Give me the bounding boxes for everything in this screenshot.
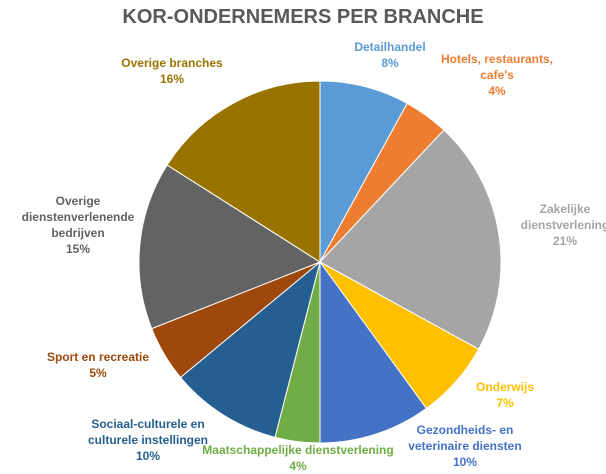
category-label: Hotels, restaurants, cafe's <box>440 52 554 82</box>
value-label: 10% <box>452 455 478 469</box>
pie-slice <box>319 129 502 350</box>
value-label: 4% <box>289 459 307 473</box>
category-label: Onderwijs <box>475 380 534 394</box>
slice-label: Sociaal-culturele en culturele instellin… <box>78 416 218 464</box>
category-label: Sociaal-culturele en culturele instellin… <box>87 417 209 447</box>
category-label: Sport en recreatie <box>46 350 150 364</box>
slice-label: Zakelijke dienstverlening 21% <box>510 201 606 249</box>
value-label: 15% <box>65 242 91 256</box>
slice-label: Onderwijs 7% <box>465 379 545 411</box>
slice-label: Gezondheids- en veterinaire diensten 10% <box>395 422 535 470</box>
pie-slice <box>166 80 321 263</box>
pie-slice <box>138 164 322 330</box>
value-label: 7% <box>496 396 514 410</box>
slice-label: Overige branches 16% <box>102 55 242 87</box>
category-label: Overige branches <box>121 56 223 70</box>
value-label: 10% <box>135 449 161 463</box>
pie-slice <box>179 260 321 438</box>
slice-label: Maatschappelijke dienstverlening 4% <box>168 442 428 474</box>
category-label: Overige dienstenverlenende bedrijven <box>21 194 135 240</box>
pie-slice <box>319 260 428 444</box>
value-label: 5% <box>89 366 107 380</box>
slice-label: Overige dienstenverlenende bedrijven 15% <box>3 193 153 257</box>
category-label: Zakelijke dienstverlening <box>520 202 606 232</box>
value-label: 21% <box>552 234 578 248</box>
pie-slice <box>319 80 408 263</box>
category-label: Maatschappelijke dienstverlening <box>202 443 394 457</box>
slice-label: Hotels, restaurants, cafe's 4% <box>427 51 567 99</box>
slice-label: Detailhandel 8% <box>330 39 450 71</box>
value-label: 16% <box>159 72 185 86</box>
category-label: Detailhandel <box>354 40 426 54</box>
chart-title: KOR-ONDERNEMERS PER BRANCHE <box>122 6 484 28</box>
value-label: 8% <box>381 56 399 70</box>
slice-label: Sport en recreatie 5% <box>28 349 168 381</box>
value-label: 4% <box>488 84 506 98</box>
category-label: Gezondheids- en veterinaire diensten <box>408 423 522 453</box>
